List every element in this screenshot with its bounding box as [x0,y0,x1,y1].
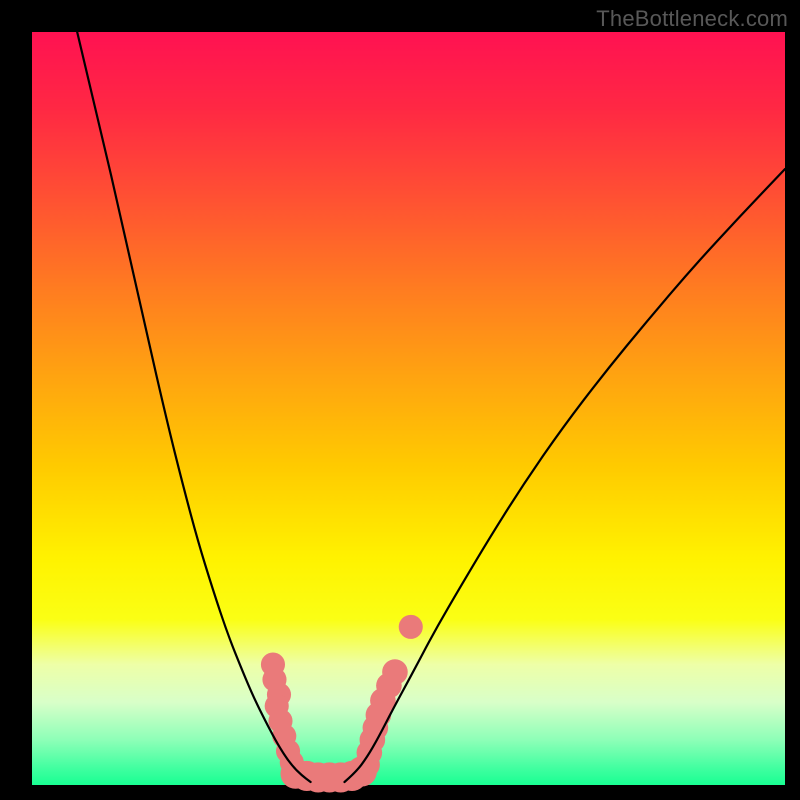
axes-area [32,32,785,785]
coral-marker [382,659,408,685]
chart-svg [32,32,785,785]
watermark-text: TheBottleneck.com [596,6,788,32]
coral-marker-group [261,615,423,793]
coral-marker [399,615,423,639]
right-curve [345,169,786,782]
